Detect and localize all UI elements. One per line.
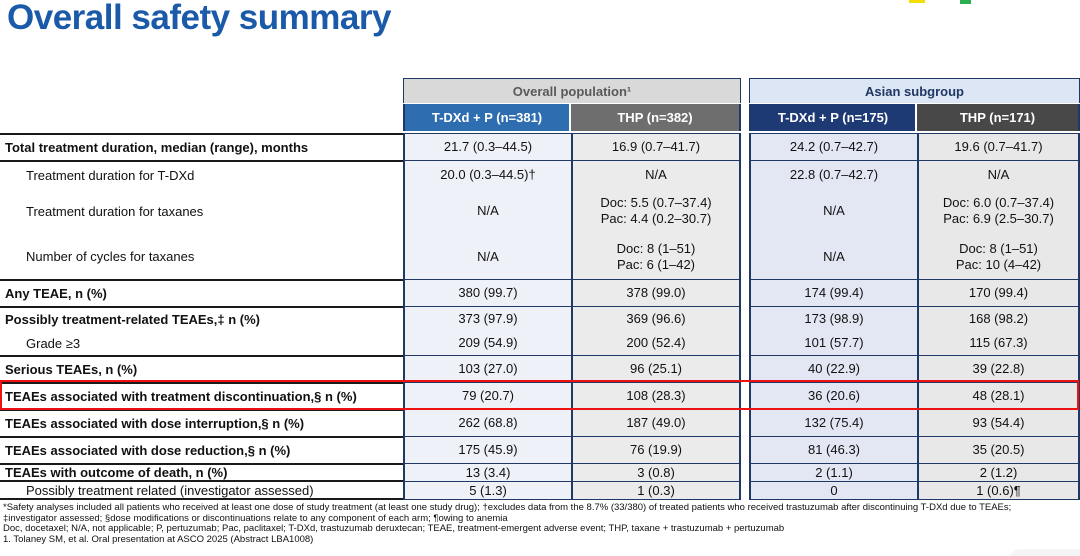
table-section: Possibly treatment-related TEAEs,‡ n (%)…: [0, 306, 1080, 355]
cell: 19.6 (0.7–41.7): [917, 133, 1080, 160]
cell: 24.2 (0.7–42.7): [749, 133, 917, 160]
cell: 40 (22.9): [749, 355, 917, 382]
cell: N/A: [403, 234, 571, 279]
column-header-tdxd-p-asian: T-DXd + P (n=175): [749, 104, 917, 131]
cell: 103 (27.0): [403, 355, 571, 382]
cell: 174 (99.4): [749, 279, 917, 306]
cell: 175 (45.9): [403, 436, 571, 463]
cell: 108 (28.3): [571, 382, 741, 409]
row-label: Possibly treatment-related TEAEs,‡ n (%): [0, 306, 403, 331]
cell: N/A: [749, 234, 917, 279]
table-section: Serious TEAEs, n (%) 103 (27.0) 96 (25.1) 4…: [0, 355, 1080, 382]
cell: 36 (20.6): [749, 382, 917, 409]
cell: 168 (98.2): [917, 306, 1080, 331]
cell: 48 (28.1): [917, 382, 1080, 409]
cell: 2 (1.2): [917, 463, 1080, 482]
cell: 378 (99.0): [571, 279, 741, 306]
row-label: Possibly treatment related (investigator…: [0, 482, 403, 500]
group-header-spacer: [0, 78, 403, 103]
cell: 369 (96.6): [571, 306, 741, 331]
footnote-line: Doc, docetaxel; N/A, not applicable; P, …: [3, 523, 785, 534]
cell: Doc: 8 (1–51) Pac: 10 (4–42): [917, 234, 1080, 279]
cell: 262 (68.8): [403, 409, 571, 436]
row-label: Any TEAE, n (%): [0, 279, 403, 306]
column-header-row: T-DXd + P (n=381) THP (n=382) T-DXd + P …: [0, 104, 1080, 131]
cell: 373 (97.9): [403, 306, 571, 331]
page-title: Overall safety summary: [7, 0, 391, 37]
corner-decoration: [1008, 549, 1080, 556]
footnote-line: *Safety analyses included all patients w…: [3, 502, 1012, 513]
cell: 2 (1.1): [749, 463, 917, 482]
footnote-line: ‡investigator assessed; §dose modificati…: [3, 512, 508, 524]
cell: 76 (19.9): [571, 436, 741, 463]
cell: 21.7 (0.3–44.5): [403, 133, 571, 160]
column-header-tdxd-p-overall: T-DXd + P (n=381): [403, 104, 571, 131]
row-label: TEAEs associated with dose interruption,…: [0, 409, 403, 436]
table-section: TEAEs associated with dose interruption,…: [0, 409, 1080, 436]
cell: 81 (46.3): [749, 436, 917, 463]
row-label: Serious TEAEs, n (%): [0, 355, 403, 382]
cell: 3 (0.8): [571, 463, 741, 482]
cell: 200 (52.4): [571, 331, 741, 355]
cell: 96 (25.1): [571, 355, 741, 382]
safety-summary-table: Overall population¹ Asian subgroup T-DXd…: [0, 78, 1080, 500]
cell: Doc: 8 (1–51) Pac: 6 (1–42): [571, 234, 741, 279]
row-label: Total treatment duration, median (range)…: [0, 133, 403, 160]
cell: 173 (98.9): [749, 306, 917, 331]
table-section: Total treatment duration, median (range)…: [0, 133, 1080, 160]
table-gap: [741, 104, 749, 131]
table-gap: [741, 78, 749, 103]
cell: 5 (1.3): [403, 482, 571, 500]
column-header-thp-asian: THP (n=171): [917, 104, 1080, 131]
row-label: Grade ≥3: [26, 335, 81, 351]
table-section-highlighted: TEAEs associated with treatment disconti…: [0, 380, 1080, 410]
column-header-thp-overall: THP (n=382): [571, 104, 741, 131]
cell: 101 (57.7): [749, 331, 917, 355]
cell: 170 (99.4): [917, 279, 1080, 306]
row-label: Number of cycles for taxanes: [26, 249, 195, 264]
cell: 209 (54.9): [403, 331, 571, 355]
row-label: Treatment duration for taxanes: [26, 203, 204, 219]
group-header-row: Overall population¹ Asian subgroup: [0, 78, 1080, 103]
cell: N/A: [403, 188, 571, 234]
table-section: Any TEAE, n (%) 380 (99.7) 378 (99.0) 174 (…: [0, 279, 1080, 306]
cell: 20.0 (0.3–44.5)†: [403, 160, 571, 188]
cell: 115 (67.3): [917, 331, 1080, 355]
cell: N/A: [917, 160, 1080, 188]
table-section: Treatment duration for T-DXd 20.0 (0.3–44…: [0, 160, 1080, 279]
group-header-overall-population: Overall population¹: [403, 78, 741, 103]
cell: 35 (20.5): [917, 436, 1080, 463]
row-label: Treatment duration for T-DXd: [0, 160, 403, 188]
cell: 22.8 (0.7–42.7): [749, 160, 917, 188]
cell: 39 (22.8): [917, 355, 1080, 382]
cell: N/A: [571, 160, 741, 188]
row-label: TEAEs associated with treatment disconti…: [0, 382, 403, 409]
footnote-line: 1. Tolaney SM, et al. Oral presentation …: [3, 533, 314, 545]
cell: N/A: [749, 188, 917, 234]
row-label: TEAEs with outcome of death, n (%): [0, 463, 403, 482]
cell: 93 (54.4): [917, 409, 1080, 436]
table-section: TEAEs with outcome of death, n (%) 13 (3.…: [0, 463, 1080, 500]
cell: 380 (99.7): [403, 279, 571, 306]
table-section: TEAEs associated with dose reduction,§ n…: [0, 436, 1080, 463]
logo-fragment-green: [960, 0, 971, 4]
cell: 13 (3.4): [403, 463, 571, 482]
cell: Doc: 5.5 (0.7–37.4) Pac: 4.4 (0.2–30.7): [571, 188, 741, 234]
cell: 0: [749, 482, 917, 500]
column-header-spacer: [0, 104, 403, 131]
cell: 1 (0.3): [571, 482, 741, 500]
row-label: TEAEs associated with dose reduction,§ n…: [0, 436, 403, 463]
footnotes: *Safety analyses included all patients w…: [3, 502, 1077, 545]
group-header-asian-subgroup: Asian subgroup: [749, 78, 1080, 103]
cell: Doc: 6.0 (0.7–37.4) Pac: 6.9 (2.5–30.7): [917, 188, 1080, 234]
cell: 187 (49.0): [571, 409, 741, 436]
cell: 79 (20.7): [403, 382, 571, 409]
logo-fragment-yellow: [909, 0, 925, 3]
cell: 1 (0.6)¶: [917, 482, 1080, 500]
cell: 16.9 (0.7–41.7): [571, 133, 741, 160]
table-body: Total treatment duration, median (range)…: [0, 133, 1080, 500]
cell: 132 (75.4): [749, 409, 917, 436]
